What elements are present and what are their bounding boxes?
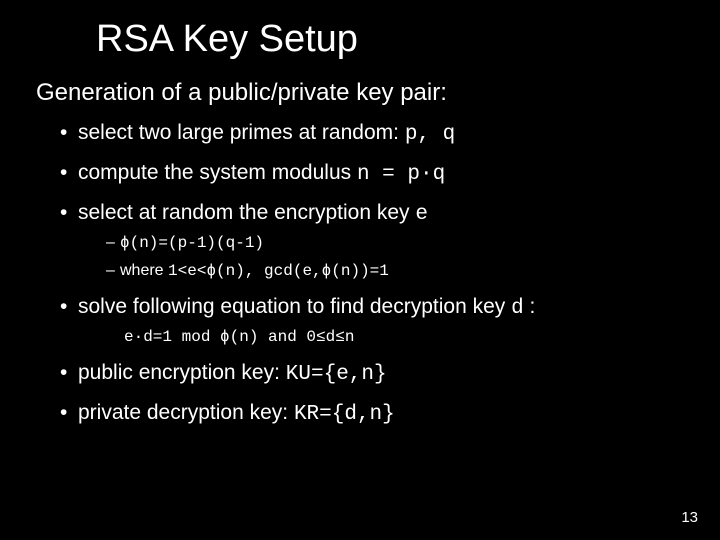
slide: RSA Key Setup Generation of a public/pri… <box>0 0 720 540</box>
bullet-mono: n = p·q <box>357 163 445 186</box>
bullet-modulus: compute the system modulus n = p·q <box>60 161 684 186</box>
bullet-primes: select two large primes at random: p, q <box>60 121 684 146</box>
bullet-text: select at random the encryption key <box>78 201 415 224</box>
sub-mono: 1<e<ϕ(n), gcd(e,ϕ(n))=1 <box>168 262 389 280</box>
bullet-public-key: public encryption key: KU={e,n} <box>60 361 684 386</box>
bullet-private-key: private decryption key: KR={d,n} <box>60 401 684 426</box>
bullet-encryption-key: select at random the encryption key e ϕ(… <box>60 201 684 280</box>
bullet-mono: KU={e,n} <box>286 363 387 386</box>
bullet-mono: e <box>415 203 428 226</box>
bullet-mono: p, q <box>405 123 455 146</box>
equation-detail: e·d=1 mod ϕ(n) and 0≤d≤n <box>124 328 684 346</box>
sub-list: ϕ(n)=(p-1)(q-1) where 1<e<ϕ(n), gcd(e,ϕ(… <box>106 234 684 280</box>
bullet-text: solve following equation to find decrypt… <box>78 295 511 318</box>
bullet-text: private decryption key: <box>78 401 294 424</box>
bullet-text: select two large primes at random: <box>78 121 405 144</box>
lead-text: Generation of a public/private key pair: <box>36 79 684 107</box>
slide-title: RSA Key Setup <box>96 18 684 61</box>
bullet-list: select two large primes at random: p, q … <box>60 121 684 426</box>
sub-constraints: where 1<e<ϕ(n), gcd(e,ϕ(n))=1 <box>106 262 684 280</box>
sub-prefix: where <box>120 262 168 279</box>
bullet-text: public encryption key: <box>78 361 286 384</box>
bullet-mono: d <box>511 297 524 320</box>
page-number: 13 <box>681 509 698 526</box>
sub-phi: ϕ(n)=(p-1)(q-1) <box>106 234 684 252</box>
bullet-suffix: : <box>524 295 536 318</box>
bullet-mono: KR={d,n} <box>294 403 395 426</box>
bullet-text: compute the system modulus <box>78 161 357 184</box>
bullet-decryption-key: solve following equation to find decrypt… <box>60 295 684 346</box>
